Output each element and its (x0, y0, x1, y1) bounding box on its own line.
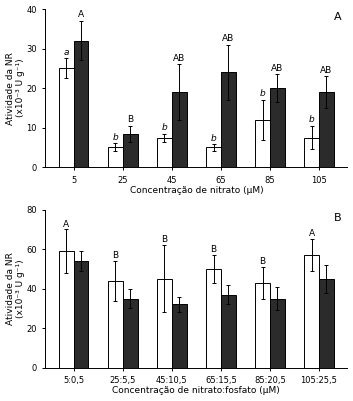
Text: AB: AB (222, 34, 234, 43)
Bar (108, 148, 123, 167)
Text: B: B (334, 213, 341, 223)
Bar (221, 72, 235, 167)
Y-axis label: Atividade da NR
(x10⁻³ U g⁻¹): Atividade da NR (x10⁻³ U g⁻¹) (6, 252, 25, 325)
Text: B: B (161, 235, 168, 244)
Bar (74, 261, 89, 368)
Bar (59, 68, 74, 167)
Bar (270, 298, 285, 368)
Text: B: B (259, 257, 266, 266)
Text: b: b (113, 133, 118, 142)
Bar (304, 255, 319, 368)
Bar (255, 283, 270, 368)
Bar (123, 298, 138, 368)
Bar (319, 92, 334, 167)
Bar (74, 41, 89, 167)
Bar (270, 88, 285, 167)
Text: AB: AB (173, 54, 185, 63)
Text: A: A (334, 12, 341, 22)
Text: AB: AB (320, 66, 333, 75)
Bar (123, 134, 138, 167)
Text: B: B (112, 251, 119, 260)
X-axis label: Concentração de nitrato:fosfato (μM): Concentração de nitrato:fosfato (μM) (113, 387, 280, 395)
Bar (206, 269, 221, 368)
Text: B: B (127, 115, 133, 124)
Text: A: A (63, 219, 70, 229)
X-axis label: Concentração de nitrato (μM): Concentração de nitrato (μM) (130, 186, 263, 195)
Text: b: b (309, 115, 315, 124)
Bar (304, 138, 319, 167)
Text: b: b (260, 89, 265, 98)
Bar (319, 279, 334, 368)
Bar (157, 279, 172, 368)
Y-axis label: Atividade da NR
(x10⁻³ U g⁻¹): Atividade da NR (x10⁻³ U g⁻¹) (6, 52, 25, 125)
Bar (59, 251, 74, 368)
Bar (255, 120, 270, 167)
Text: A: A (78, 10, 84, 19)
Bar (172, 92, 187, 167)
Text: a: a (64, 48, 69, 57)
Text: A: A (309, 229, 315, 239)
Text: AB: AB (271, 64, 283, 73)
Bar (206, 148, 221, 167)
Text: B: B (210, 245, 217, 254)
Bar (108, 281, 123, 368)
Text: b: b (211, 134, 216, 143)
Text: b: b (162, 123, 167, 132)
Bar (221, 295, 235, 368)
Bar (172, 304, 187, 368)
Bar (157, 138, 172, 167)
